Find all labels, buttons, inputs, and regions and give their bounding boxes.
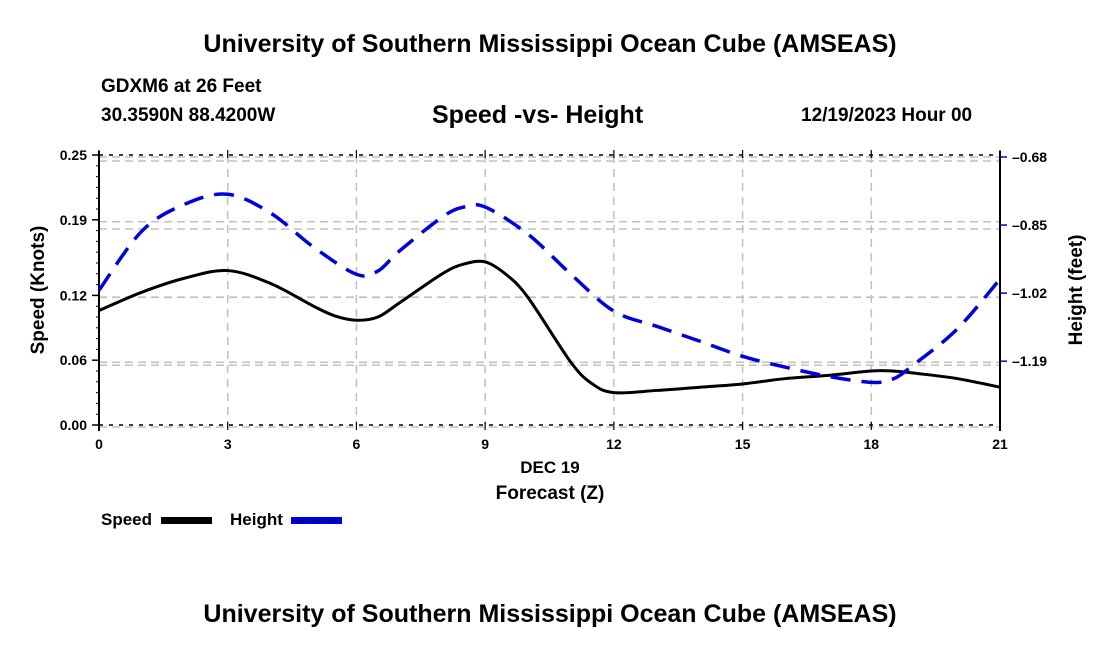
series-speed-line (98, 259, 1001, 395)
y2-axis-title: Height (feet) (1066, 235, 1087, 346)
x-tick-label: 18 (863, 436, 879, 452)
y-tick-label: 0.19 (60, 212, 87, 228)
forecast-datetime: 12/19/2023 Hour 00 (801, 105, 973, 126)
grid-lines (99, 155, 1000, 428)
x-tick-label: 21 (992, 436, 1008, 452)
legend-item-speed: Speed (101, 510, 152, 530)
legend-height-label: Height (230, 510, 283, 529)
x-tick-label: 15 (735, 436, 751, 452)
y2-tick-label: –0.85 (1012, 217, 1047, 233)
y-tick-label: 0.25 (60, 147, 87, 163)
legend-speed-swatch (161, 517, 212, 524)
legend-speed-label: Speed (101, 510, 153, 529)
x-tick-label: 3 (224, 436, 232, 452)
series-height-line (97, 192, 1002, 385)
chart-title: Speed -vs- Height (432, 101, 644, 129)
y2-tick-label: –1.02 (1012, 285, 1047, 301)
y-tick-label: 0.06 (60, 352, 87, 368)
legend-item-height: Height (230, 510, 283, 530)
coordinates-label: 30.3590N 88.4200W (101, 105, 276, 126)
y-axis-title: Speed (Knots) (28, 226, 49, 355)
x-tick-label: 6 (353, 436, 361, 452)
ticks: 0 3 6 9 12 15 18 21 0.00 0.06 0.12 0.19 0.25 –0.68 –0.… (60, 147, 1047, 452)
main-title: University of Southern Mississippi Ocean… (203, 30, 897, 58)
y2-tick-label: –1.19 (1012, 353, 1047, 369)
x-axis-title: Forecast (Z) (495, 483, 605, 504)
x-axis-date-label: DEC 19 (520, 458, 580, 477)
x-tick-label: 0 (95, 436, 103, 452)
legend-height-swatch (291, 517, 342, 524)
y-tick-label: 0.12 (60, 287, 87, 303)
x-tick-label: 9 (481, 436, 489, 452)
station-label: GDXM6 at 26 Feet (101, 76, 262, 97)
x-tick-label: 12 (606, 436, 622, 452)
y-tick-label: 0.00 (60, 417, 87, 433)
axes (98, 151, 1001, 431)
y2-tick-label: –0.68 (1012, 149, 1047, 165)
footer-title: University of Southern Mississippi Ocean… (203, 600, 897, 628)
series-lines (97, 192, 1002, 395)
